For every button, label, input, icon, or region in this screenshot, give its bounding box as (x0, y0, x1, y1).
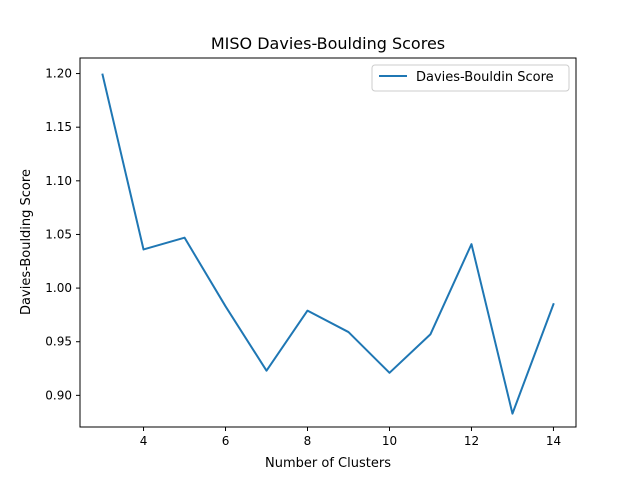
x-tick-label: 10 (382, 434, 397, 448)
legend: Davies-Bouldin Score (371, 64, 570, 92)
y-tick-label: 1.15 (45, 120, 72, 134)
series-line (101, 73, 555, 415)
x-axis: 4 6 8 10 12 14 (140, 427, 561, 448)
plot-area: 4 6 8 10 12 14 0.90 0.95 1.00 1.05 1.10 1.15 1.20 (45, 57, 577, 448)
y-axis-label: Davies-Boulding Score (19, 169, 34, 315)
x-tick-label: 6 (222, 434, 230, 448)
y-tick-label: 1.20 (45, 67, 72, 81)
chart-title: MISO Davies-Boulding Scores (211, 34, 445, 53)
plot-frame (79, 57, 577, 428)
y-axis: 0.90 0.95 1.00 1.05 1.10 1.15 1.20 (45, 67, 80, 402)
x-tick-label: 4 (140, 434, 148, 448)
y-tick-label: 0.90 (45, 388, 72, 402)
y-tick-label: 1.00 (45, 281, 72, 295)
legend-box (371, 64, 570, 92)
x-tick-label: 8 (304, 434, 312, 448)
series-layer (101, 73, 555, 415)
x-tick-label: 14 (546, 434, 561, 448)
y-tick-label: 0.95 (45, 335, 72, 349)
legend-label: Davies-Bouldin Score (416, 70, 554, 85)
y-tick-label: 1.05 (45, 227, 72, 241)
y-tick-label: 1.10 (45, 174, 72, 188)
x-tick-label: 12 (464, 434, 479, 448)
x-axis-label: Number of Clusters (265, 456, 391, 471)
